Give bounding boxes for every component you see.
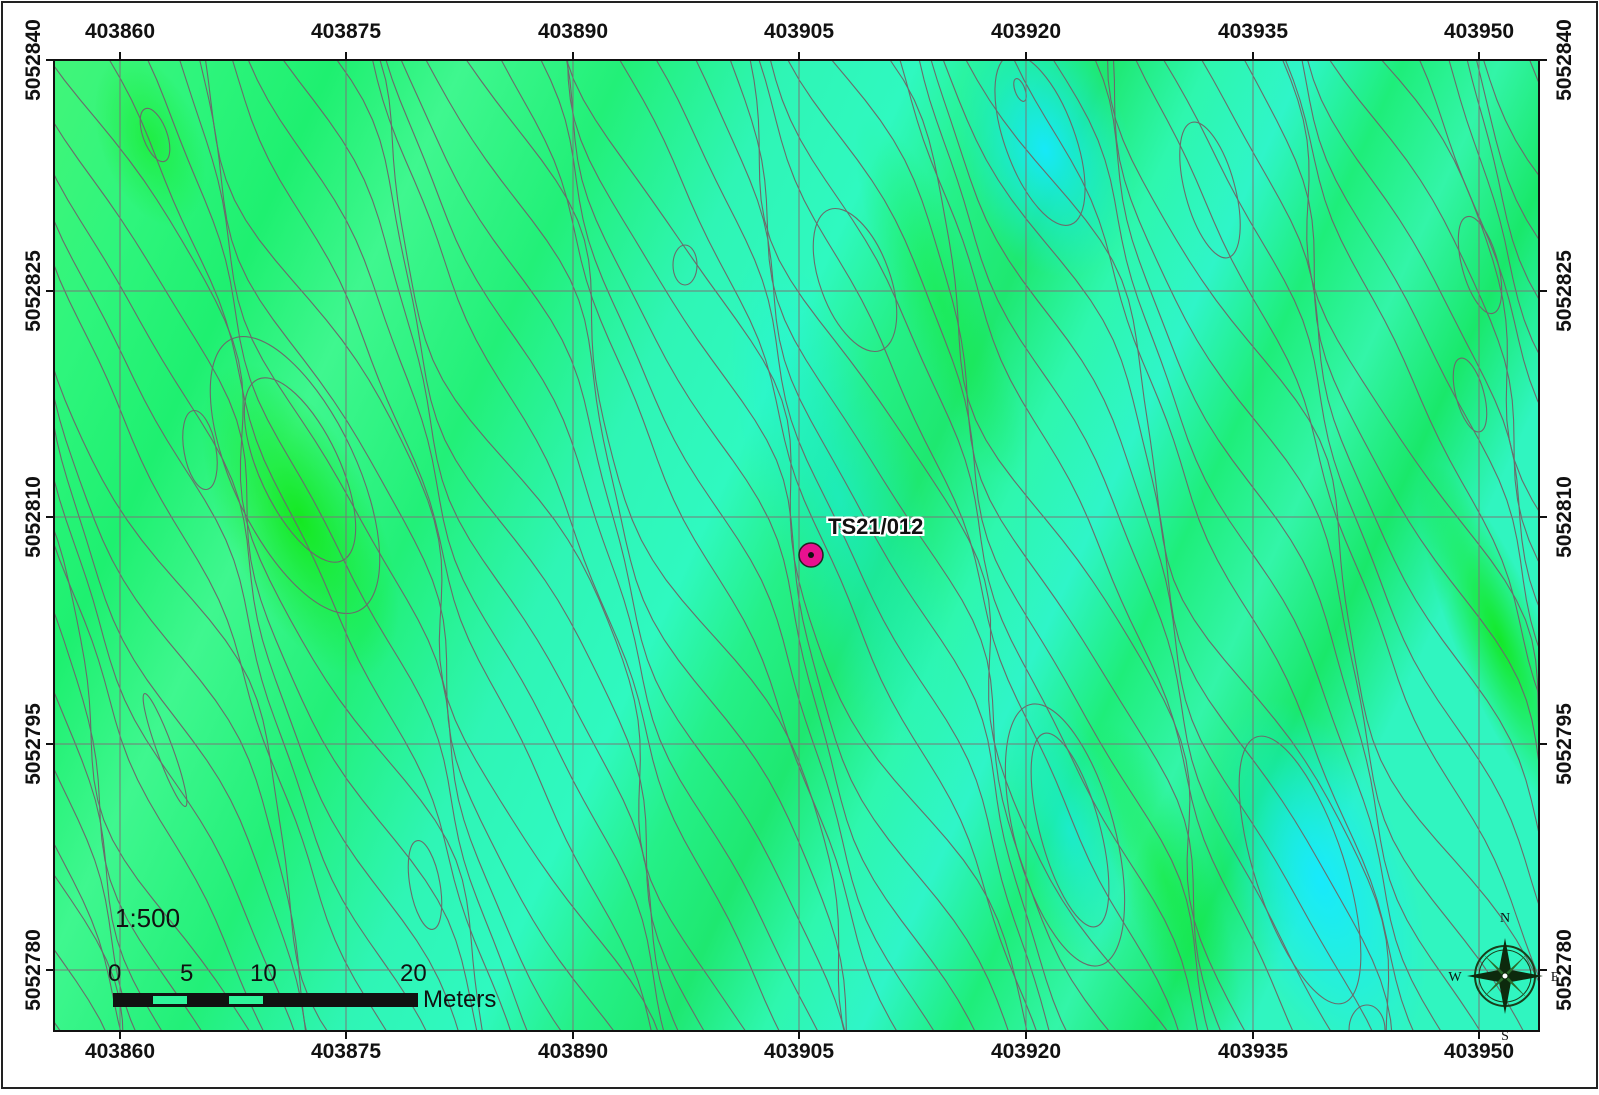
- compass-w: W: [1448, 970, 1462, 985]
- bottom-tick-label: 403860: [60, 1040, 180, 1064]
- top-tick-label: 403905: [739, 20, 859, 44]
- scale-unit: Meters: [423, 986, 496, 1014]
- right-tick-label: 5052825: [1553, 231, 1577, 351]
- scale-label-10: 10: [250, 960, 277, 988]
- sample-point-label: TS21/012: [828, 514, 923, 540]
- bottom-tick-label: 403875: [286, 1040, 406, 1064]
- bottom-tick-label: 403920: [966, 1040, 1086, 1064]
- left-tick-label: 5052795: [22, 684, 46, 804]
- right-tick-label: 5052810: [1553, 457, 1577, 577]
- bottom-tick-label: 403935: [1193, 1040, 1313, 1064]
- right-tick-label: 5052795: [1553, 684, 1577, 804]
- left-tick-label: 5052780: [22, 910, 46, 1030]
- left-tick-label: 5052825: [22, 231, 46, 351]
- bottom-tick-label: 403905: [739, 1040, 859, 1064]
- compass-n: N: [1500, 911, 1510, 926]
- bottom-tick-label: 403950: [1419, 1040, 1539, 1064]
- scale-label-0: 0: [108, 960, 121, 988]
- left-tick-label: 5052810: [22, 457, 46, 577]
- right-tick-label: 5052780: [1553, 910, 1577, 1030]
- left-tick-label: 5052840: [22, 0, 46, 120]
- top-tick-label: 403935: [1193, 20, 1313, 44]
- scale-label-20: 20: [400, 960, 427, 988]
- top-tick-label: 403875: [286, 20, 406, 44]
- scale-label-5: 5: [180, 960, 193, 988]
- top-tick-label: 403920: [966, 20, 1086, 44]
- bottom-tick-label: 403890: [513, 1040, 633, 1064]
- top-tick-label: 403890: [513, 20, 633, 44]
- scale-ratio: 1:500: [115, 903, 180, 934]
- right-tick-label: 5052840: [1553, 0, 1577, 120]
- sample-point-marker[interactable]: [799, 543, 823, 567]
- scale-bar: [113, 993, 418, 1007]
- top-tick-label: 403860: [60, 20, 180, 44]
- top-tick-label: 403950: [1419, 20, 1539, 44]
